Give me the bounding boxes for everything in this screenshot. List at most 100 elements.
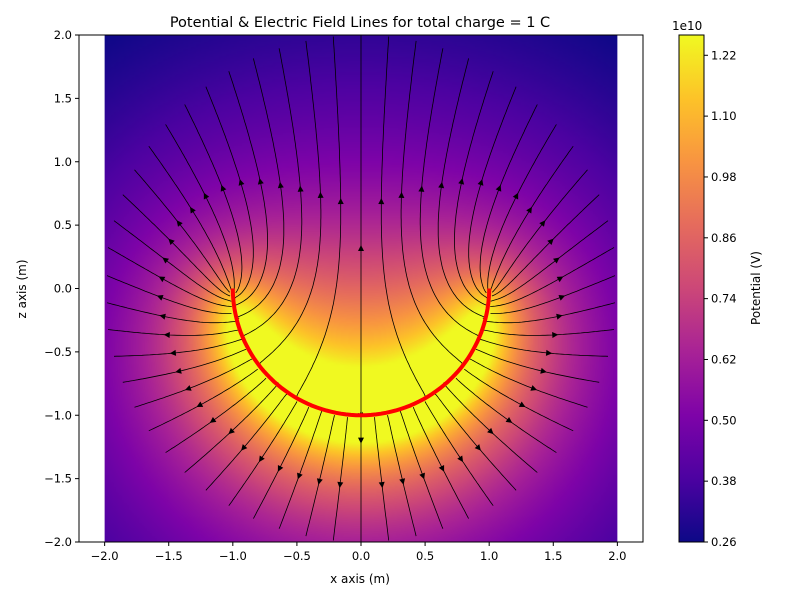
field-line (184, 382, 279, 473)
field-line (412, 406, 469, 519)
field-line (437, 58, 488, 321)
field-line (468, 86, 517, 302)
y-tick-label: −2.0 (44, 535, 72, 549)
field-arrow (540, 367, 547, 374)
colorbar: 0.26 0.38 0.50 0.62 0.74 0.86 0.98 1.10 1.22 1e1… (672, 19, 763, 549)
y-tick-label: −1.0 (44, 408, 72, 422)
x-tick-label: 1.0 (480, 549, 498, 563)
field-line (399, 409, 444, 529)
field-arrow (545, 349, 553, 356)
colorbar-tick-label: 0.98 (711, 170, 737, 184)
field-arrow (316, 478, 323, 485)
field-arrow (156, 294, 164, 301)
field-line (107, 275, 232, 314)
field-line (240, 48, 303, 337)
field-arrow (418, 185, 425, 192)
colorbar-ticks: 0.26 0.38 0.50 0.62 0.74 0.86 0.98 1.10 1.22 (704, 48, 737, 549)
field-line (433, 392, 517, 491)
field-line (113, 220, 232, 302)
field-line (122, 194, 231, 297)
colorbar-label: Potential (V) (749, 251, 763, 325)
field-arrow (419, 472, 425, 480)
field-arrow (175, 367, 182, 374)
field-line (234, 58, 285, 321)
field-line (148, 368, 258, 432)
field-line (490, 220, 609, 302)
field-arrow (168, 238, 175, 246)
field-arrow (241, 444, 248, 451)
y-tick-label: −1.5 (44, 472, 72, 486)
field-line (492, 169, 588, 293)
x-axis-label: x axis (m) (330, 572, 390, 586)
field-arrow (526, 206, 532, 214)
field-line (134, 358, 253, 408)
field-line (165, 377, 267, 453)
field-arrow (228, 427, 235, 435)
y-tick-label: 0.5 (54, 218, 72, 232)
chart-title: Potential & Electric Field Lines for tot… (170, 15, 550, 31)
field-line (400, 40, 463, 365)
colorbar-multiplier: 1e10 (672, 19, 702, 33)
field-arrow (398, 191, 405, 198)
field-line (305, 415, 335, 537)
field-line (491, 194, 600, 297)
y-tick-label: 1.0 (54, 155, 72, 169)
field-arrow (530, 385, 538, 391)
x-tick-label: 0.0 (352, 549, 370, 563)
field-line (332, 417, 348, 541)
field-arrow (317, 191, 324, 198)
field-line (148, 145, 233, 292)
field-line (253, 406, 310, 519)
field-arrow (337, 481, 344, 489)
field-arrow (220, 184, 227, 192)
field-arrow (512, 192, 519, 200)
field-arrow (190, 206, 196, 214)
field-line (107, 329, 239, 336)
field-line (107, 247, 232, 307)
field-line (184, 104, 243, 294)
field-arrow (277, 464, 284, 472)
colorbar-tick-label: 0.86 (711, 231, 737, 245)
field-line (374, 417, 390, 541)
field-arrow (337, 198, 344, 205)
field-line (113, 338, 244, 357)
field-line (107, 302, 237, 324)
field-arrow (477, 179, 484, 186)
colorbar-tick-label: 0.74 (711, 292, 737, 306)
plot-area (78, 34, 644, 543)
field-line (443, 382, 538, 473)
field-line (475, 348, 600, 383)
field-line (489, 145, 574, 292)
field-arrow (203, 192, 210, 200)
field-arrow (238, 179, 245, 186)
field-arrow (169, 349, 177, 356)
field-arrow (558, 294, 566, 301)
y-tick-label: 1.5 (54, 91, 72, 105)
field-arrow (378, 198, 385, 205)
field-arrow (378, 481, 385, 489)
y-axis-label: z axis (m) (15, 259, 29, 318)
field-arrow (552, 332, 559, 338)
y-tick-label: 0.0 (54, 282, 72, 296)
field-arrow (495, 184, 502, 192)
field-line (464, 368, 574, 432)
x-tick-label: 1.5 (544, 549, 562, 563)
field-arrow (358, 437, 364, 444)
field-arrow (277, 181, 284, 189)
colorbar-tick-label: 0.38 (711, 474, 737, 488)
field-arrow (258, 455, 265, 463)
field-line (454, 71, 494, 306)
x-axis-ticks: −2.0 −1.5 −1.0 −0.5 0.0 0.5 1.0 1.5 2.0 (91, 542, 627, 563)
field-line (483, 329, 615, 336)
field-arrow (158, 276, 166, 283)
field-line (278, 409, 323, 529)
field-line (380, 36, 426, 397)
field-arrow (474, 444, 481, 451)
field-line (134, 169, 230, 293)
colorbar-tick-label: 0.50 (711, 413, 737, 427)
field-arrow (438, 464, 445, 472)
colorbar-tick-label: 1.10 (711, 109, 737, 123)
field-line (165, 124, 235, 292)
colorbar-tick-label: 0.26 (711, 535, 737, 549)
field-arrow (556, 313, 563, 320)
